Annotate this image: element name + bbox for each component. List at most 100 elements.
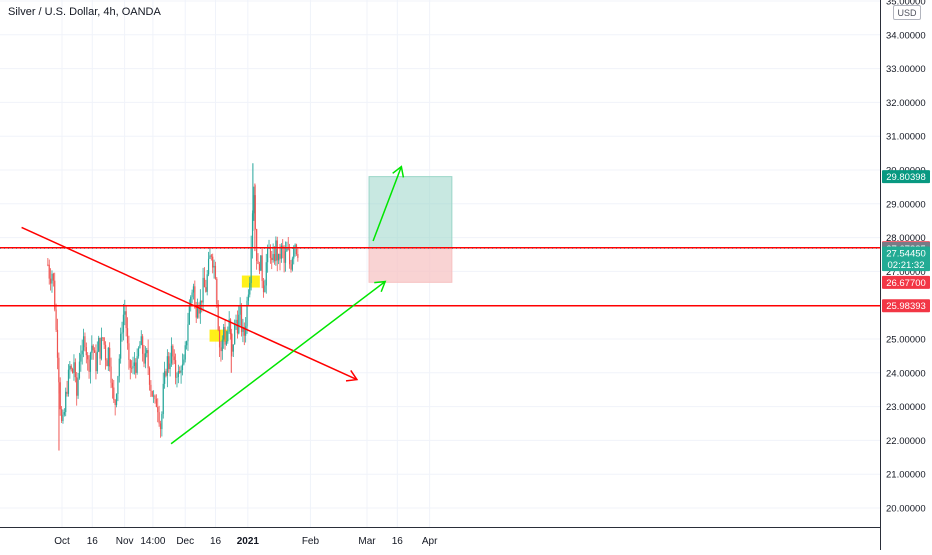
candle-body xyxy=(176,376,178,378)
candle-body xyxy=(106,360,108,367)
candle-body xyxy=(279,253,281,259)
candle-body xyxy=(229,319,232,335)
candle-body xyxy=(180,370,182,373)
candle-body xyxy=(102,337,104,339)
candle-body xyxy=(175,360,177,378)
candle-body xyxy=(62,414,64,421)
x-tick-label: 16 xyxy=(392,536,404,547)
candle-body xyxy=(88,359,90,372)
candle-body xyxy=(216,278,218,304)
candle-body xyxy=(242,326,244,332)
candle-body xyxy=(289,249,291,265)
candle-body xyxy=(125,311,127,329)
candle-body xyxy=(85,347,87,356)
chart-title: Silver / U.S. Dollar, 4h, OANDA xyxy=(8,6,161,18)
candle-body xyxy=(267,248,269,263)
candle-body xyxy=(66,391,68,394)
candle-body xyxy=(207,258,210,275)
price-tag-background xyxy=(882,275,930,289)
currency-badge[interactable]: USD xyxy=(893,5,921,20)
x-tick-label: Dec xyxy=(176,536,194,547)
candle-body xyxy=(209,255,211,259)
price-tag: 27.54450 xyxy=(882,246,930,260)
trend-line xyxy=(170,280,386,445)
position-zones xyxy=(209,176,453,342)
target-zone xyxy=(368,176,453,249)
candle-body xyxy=(293,248,295,259)
candle-body xyxy=(147,350,149,369)
candle-body xyxy=(210,255,212,257)
y-tick-label: 35.00000 xyxy=(886,0,926,8)
candle-body xyxy=(146,350,148,354)
candle-body xyxy=(96,351,98,372)
candle-body xyxy=(140,336,142,345)
candle-body xyxy=(98,337,100,352)
candle-body xyxy=(236,319,239,334)
x-tick-label: 16 xyxy=(210,536,222,547)
candle-body xyxy=(157,406,159,413)
y-tick-label: 28.00000 xyxy=(886,233,926,244)
candle-body xyxy=(67,369,70,394)
candle-body xyxy=(114,399,116,406)
candle-body xyxy=(109,347,111,367)
candle-body xyxy=(51,273,53,284)
candle-body xyxy=(213,265,215,268)
candle-body xyxy=(272,254,274,260)
candle-body xyxy=(60,409,63,421)
candle-body xyxy=(265,262,267,286)
candle-body xyxy=(239,306,241,315)
y-tick-label: 32.00000 xyxy=(886,98,926,109)
price-tag: 02:21:32 xyxy=(882,258,930,272)
candle-body xyxy=(54,280,56,310)
price-tag-background xyxy=(882,170,930,184)
price-tag: 26.67700 xyxy=(882,275,930,289)
candle-body xyxy=(194,286,196,308)
candle-body xyxy=(84,336,86,348)
candle-body xyxy=(118,358,120,377)
candle-body xyxy=(111,382,114,388)
candle-body xyxy=(235,319,237,324)
candle-body xyxy=(92,345,94,351)
stop-zone xyxy=(368,247,453,283)
candle-body xyxy=(162,383,164,415)
candle-body xyxy=(227,331,229,342)
y-tick-label: 22.00000 xyxy=(886,436,926,447)
x-tick-label: 16 xyxy=(87,536,99,547)
y-tick-label: 31.00000 xyxy=(886,132,926,143)
candle-body xyxy=(257,260,259,265)
price-tag-label: 26.67700 xyxy=(886,278,926,289)
candle-body xyxy=(63,412,65,415)
candle-body xyxy=(198,305,200,314)
x-tick-label: Nov xyxy=(116,536,134,547)
candle-body xyxy=(115,394,118,406)
candle-body xyxy=(150,384,152,391)
candle-body xyxy=(95,352,97,372)
candle-body xyxy=(246,300,248,327)
trend-line-arrowhead xyxy=(345,370,359,382)
candle-body xyxy=(166,356,168,376)
candle-body xyxy=(71,368,74,374)
candle-body xyxy=(232,344,234,352)
drawing-lines xyxy=(0,165,880,445)
candle-body xyxy=(100,337,103,359)
candle-body xyxy=(276,240,278,261)
candle-body xyxy=(58,357,60,383)
price-tag-background xyxy=(882,258,930,272)
candle-body xyxy=(203,277,206,288)
candle-body xyxy=(184,345,186,360)
candle-body xyxy=(59,382,61,410)
y-tick-label: 29.00000 xyxy=(886,199,926,210)
candle-body xyxy=(48,264,50,279)
candle-body xyxy=(205,287,207,292)
candle-body xyxy=(192,286,195,293)
candle-body xyxy=(212,256,214,268)
candle-body xyxy=(148,368,151,385)
candle-body xyxy=(117,376,119,395)
candle-body xyxy=(269,248,271,258)
candle-body xyxy=(47,264,49,266)
candle-body xyxy=(165,371,167,376)
candle-body xyxy=(50,278,52,284)
